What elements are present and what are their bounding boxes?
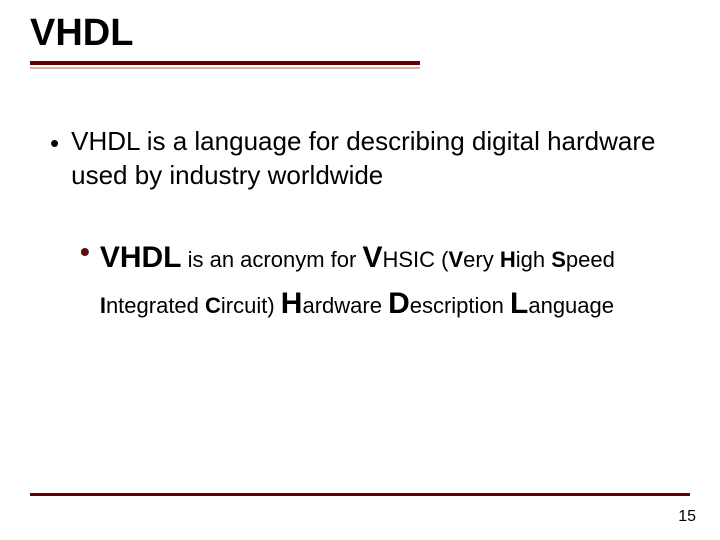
acronym-ery: ery xyxy=(463,247,500,272)
acronym-V: V xyxy=(362,241,382,274)
paragraph-2: VHDL is an acronym for VHSIC (Very High … xyxy=(100,235,670,328)
acronym-ircuit: ircuit) xyxy=(221,293,281,318)
paragraph-1: VHDL is a language for describing digita… xyxy=(71,125,670,193)
acronym-hsic: HSIC ( xyxy=(382,247,448,272)
acronym-ntegrated: ntegrated xyxy=(106,293,205,318)
acronym-speed-S: S xyxy=(551,247,566,272)
acronym-mid: is an acronym for xyxy=(181,247,362,272)
page-number: 15 xyxy=(678,508,696,526)
acronym-lang-L: L xyxy=(510,287,528,320)
acronym-desc-D: D xyxy=(388,287,410,320)
acronym-peed: peed xyxy=(566,247,615,272)
acronym-escription: escription xyxy=(410,293,510,318)
bullet-glyph-2: • xyxy=(80,235,90,269)
title-area: VHDL xyxy=(0,0,720,69)
acronym-anguage: anguage xyxy=(528,293,614,318)
acronym-hw-H: H xyxy=(281,287,303,320)
slide: VHDL • VHDL is a language for describing… xyxy=(0,0,720,540)
footer-line xyxy=(30,493,690,496)
acronym-high-H: H xyxy=(500,247,516,272)
bullet-row-2: • VHDL is an acronym for VHSIC (Very Hig… xyxy=(80,235,670,328)
acronym-lead: VHDL xyxy=(100,241,182,274)
slide-title: VHDL xyxy=(30,12,720,55)
content-area: • VHDL is a language for describing digi… xyxy=(0,69,720,328)
acronym-circ-C: C xyxy=(205,293,221,318)
acronym-igh: igh xyxy=(516,247,551,272)
bullet-glyph-1: • xyxy=(50,127,59,160)
title-underline-dark xyxy=(30,61,420,65)
acronym-very-V: V xyxy=(448,247,463,272)
bullet-row-1: • VHDL is a language for describing digi… xyxy=(50,125,670,193)
acronym-ardware: ardware xyxy=(302,293,388,318)
